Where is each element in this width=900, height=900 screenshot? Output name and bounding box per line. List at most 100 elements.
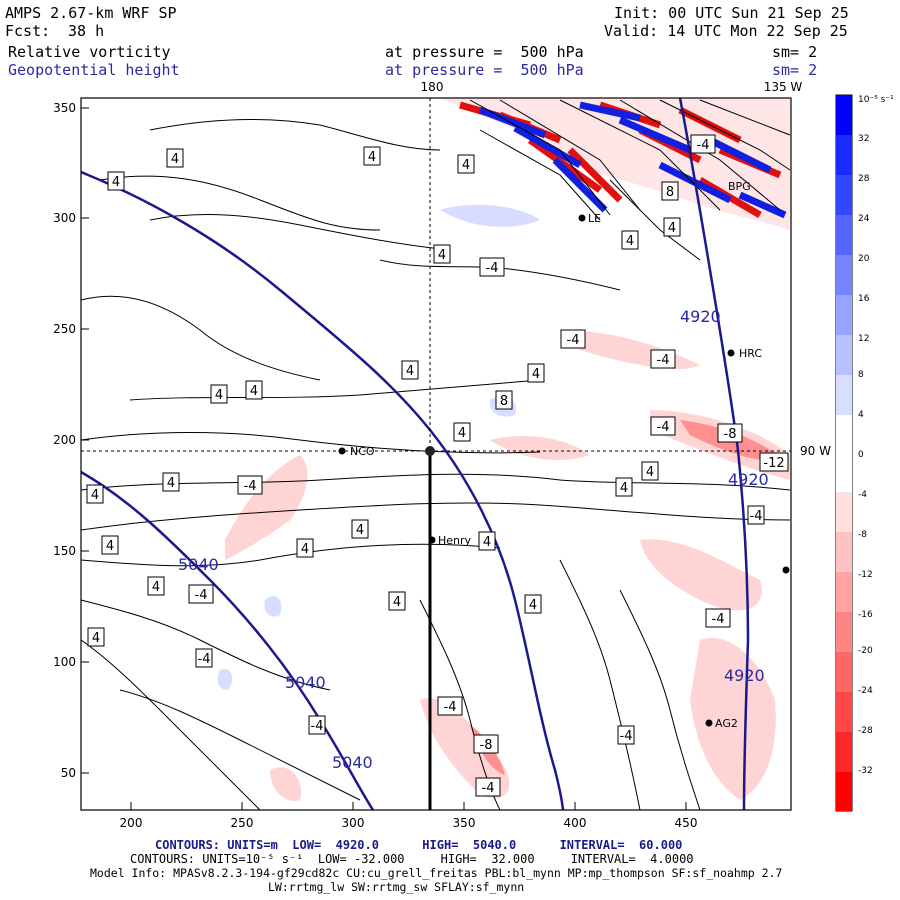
vort-label: 4 [438, 248, 446, 263]
y-tick: 350 [53, 101, 76, 115]
x-tick: 450 [675, 816, 698, 830]
station-label: HRC [739, 347, 762, 360]
svg-text:32: 32 [858, 134, 869, 144]
station-label: BPG [728, 180, 751, 193]
height-label: 5040 [178, 555, 219, 574]
svg-text:-8: -8 [858, 530, 867, 540]
x-tick: 350 [453, 816, 476, 830]
height-contours [81, 98, 750, 810]
valid-time: Valid: 14 UTC Mon 22 Sep 25 [604, 22, 848, 40]
station-marker [782, 566, 790, 574]
x-tick: 200 [120, 816, 143, 830]
height-label: 4920 [728, 470, 769, 489]
vort-label: -4 [620, 729, 633, 744]
colorbar: 10⁻⁵ s⁻¹ 32 28 24 20 16 12 8 4 0 -4 -8 -… [835, 94, 894, 812]
forecast-hour: 38 h [68, 22, 105, 40]
footer-vorticity-contours: CONTOURS: UNITS=10⁻⁵ s⁻¹ LOW= -32.000 HI… [130, 852, 694, 866]
x-tick-labels: 200 250 300 350 400 450 [120, 816, 698, 830]
vort-label: 4 [393, 595, 401, 610]
svg-text:-32: -32 [858, 766, 873, 776]
vort-label: 4 [458, 426, 466, 441]
footer-physics-info: LW:rrtmg_lw SW:rrtmg_sw SFLAY:sf_mynn [268, 880, 525, 894]
vort-label: 4 [301, 542, 309, 557]
svg-text:28: 28 [858, 174, 870, 184]
vort-label: 4 [620, 481, 628, 496]
vort-label: 4 [532, 367, 540, 382]
field2-name: Geopotential height [8, 61, 180, 79]
vort-label: 4 [483, 535, 491, 550]
height-label: 5040 [285, 673, 326, 692]
vort-label: -4 [195, 588, 208, 603]
vort-label: 4 [368, 150, 376, 165]
vort-label: 4 [462, 158, 470, 173]
svg-text:-20: -20 [858, 646, 873, 656]
svg-text:0: 0 [858, 450, 864, 460]
y-tick: 250 [53, 322, 76, 336]
x-tick: 250 [231, 816, 254, 830]
vort-label: -4 [657, 353, 670, 368]
vort-label: -8 [480, 738, 493, 753]
axis-ticks [81, 107, 687, 810]
vort-label: -12 [763, 456, 784, 471]
field2-smoothing: sm= 2 [772, 61, 818, 79]
vort-label: 8 [666, 185, 674, 200]
svg-text:24: 24 [858, 214, 870, 224]
plot-frame [80, 97, 792, 811]
lon-label-90w: 90 W [800, 444, 831, 458]
station-label: LE [588, 212, 601, 225]
vort-label: 4 [529, 598, 537, 613]
field2-level: at pressure = 500 hPa [385, 61, 584, 79]
svg-text:16: 16 [858, 294, 870, 304]
x-tick: 300 [342, 816, 365, 830]
height-labels: 4920 4920 4920 5040 5040 5040 [178, 307, 769, 772]
vort-label: 4 [106, 539, 114, 554]
vorticity-labels: 4 4 4 4 4 4 4 4 4 4 4 4 4 4 4 4 4 4 4 4 … [91, 138, 785, 796]
lon-label-180: 180 [421, 80, 444, 94]
vort-label: -4 [697, 138, 710, 153]
forecast-label: Fcst: [5, 22, 51, 40]
vorticity-label-boxes [86, 134, 789, 797]
y-tick: 300 [53, 211, 76, 225]
vort-label: 4 [250, 384, 258, 399]
vort-label: -4 [567, 333, 580, 348]
field1-smoothing: sm= 2 [772, 43, 818, 61]
y-tick: 50 [61, 766, 76, 780]
svg-text:20: 20 [858, 254, 870, 264]
y-tick: 100 [53, 655, 76, 669]
y-tick: 200 [53, 433, 76, 447]
vort-label: 4 [215, 388, 223, 403]
vort-label: -4 [750, 509, 763, 524]
lon-label-135w: 135 W [764, 80, 803, 94]
vort-label: 4 [668, 221, 676, 236]
field1-level: at pressure = 500 hPa [385, 43, 584, 61]
vort-label: -4 [482, 781, 495, 796]
vorticity-streaks [440, 98, 791, 261]
vort-label: 4 [91, 488, 99, 503]
vort-label: 8 [500, 394, 508, 409]
colorbar-tick-labels: 32 28 24 20 16 12 8 4 0 -4 -8 -12 -16 -2… [858, 134, 873, 776]
station-label: NCO [350, 445, 375, 458]
station-marker [338, 447, 346, 455]
vort-label: 4 [356, 523, 364, 538]
vort-label: -4 [444, 700, 457, 715]
vort-label: -4 [486, 261, 499, 276]
svg-text:-24: -24 [858, 686, 873, 696]
height-label: 4920 [724, 666, 765, 685]
vort-label: -4 [198, 652, 211, 667]
y-tick: 150 [53, 544, 76, 558]
svg-text:12: 12 [858, 334, 869, 344]
svg-text:-28: -28 [858, 726, 873, 736]
x-tick: 400 [564, 816, 587, 830]
vort-label: -4 [657, 420, 670, 435]
height-label: 4920 [680, 307, 721, 326]
map-fields [81, 98, 791, 810]
vort-label: -4 [712, 612, 725, 627]
y-tick-labels: 350 300 250 200 150 100 50 [53, 101, 76, 780]
svg-text:-4: -4 [858, 490, 867, 500]
vort-label: 4 [92, 631, 100, 646]
vort-label: 4 [112, 175, 120, 190]
vort-label: 4 [171, 152, 179, 167]
svg-text:8: 8 [858, 370, 864, 380]
stations: NCO Henry HRC AG2 LE BPG [338, 180, 790, 730]
station-marker [428, 536, 436, 544]
